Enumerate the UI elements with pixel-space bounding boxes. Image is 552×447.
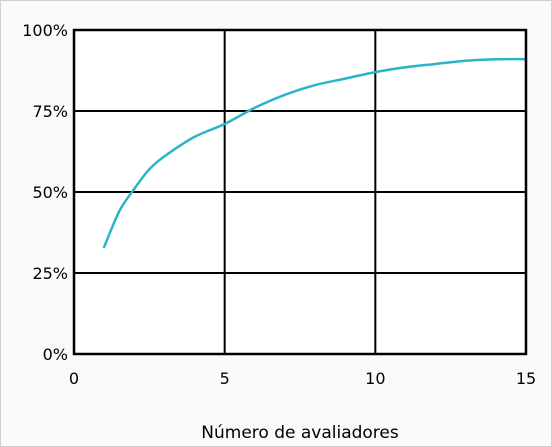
y-tick-label: 0%: [43, 345, 68, 364]
x-tick-label: 5: [220, 369, 230, 388]
series-group: [102, 57, 528, 249]
series-line: [102, 57, 528, 249]
y-tick-label: 50%: [32, 183, 68, 202]
y-tick-label: 25%: [32, 264, 68, 283]
x-axis-label: Número de avaliadores: [201, 423, 399, 443]
y-tick-label: 100%: [22, 21, 68, 40]
x-tick-label: 0: [69, 369, 79, 388]
y-axis-ticks: 0% 25% 50% 75% 100%: [22, 21, 68, 364]
x-axis-ticks: 0 5 10 15: [69, 369, 536, 388]
y-tick-label: 75%: [32, 102, 68, 121]
gridlines: [74, 30, 526, 354]
x-tick-label: 10: [365, 369, 385, 388]
plot-border: [72, 28, 528, 356]
x-tick-label: 15: [516, 369, 536, 388]
